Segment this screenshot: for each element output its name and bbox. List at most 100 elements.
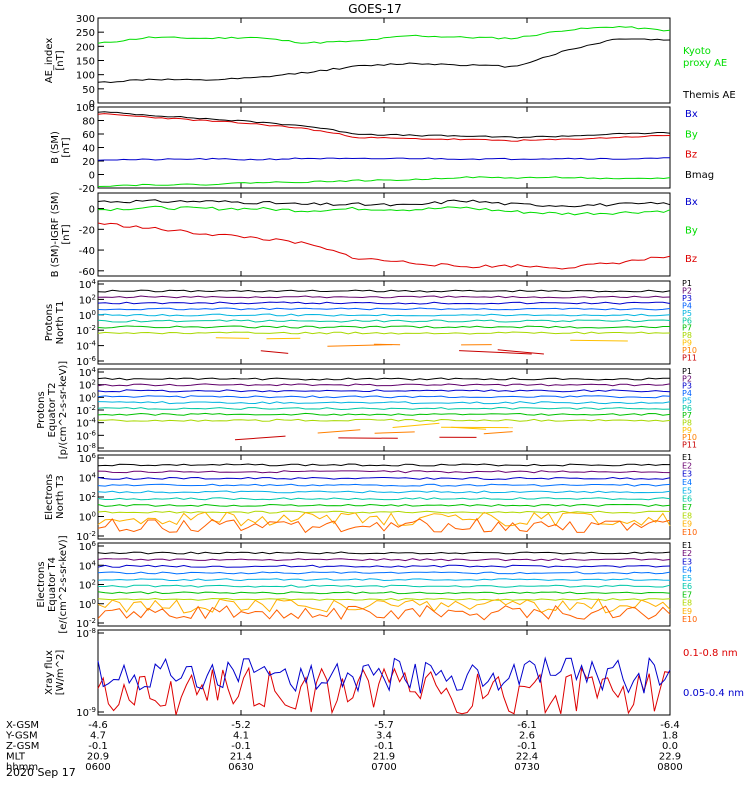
legend-entry: Themis AE (682, 90, 736, 101)
panel-ae: 0 50 100 150 200 250 300 AE_index [nT] Kyotoproxy… (44, 14, 736, 110)
legend-entry: Bz (685, 150, 697, 161)
series-line-p4 (97, 395, 671, 399)
legend-entry: proxy AE (683, 58, 727, 69)
ephemeris-value: 4.1 (233, 731, 249, 742)
series-line-e10 (97, 517, 671, 534)
series-line-e8 (97, 510, 671, 514)
legend-entry: E4 (682, 566, 692, 575)
legend-entry: P6 (682, 404, 692, 413)
series-line-e6 (98, 584, 671, 588)
y-axis-label: [nT] (61, 137, 72, 157)
panel-frame (97, 17, 671, 104)
legend-entry: P7 (682, 324, 692, 333)
legend-entry: P11 (682, 354, 697, 363)
series-line-e2 (97, 558, 671, 562)
series-line-p10 (317, 429, 361, 434)
y-tick-label: 100 (79, 391, 96, 404)
legend-entry: E1 (682, 453, 692, 462)
series-line-p11 (260, 350, 289, 354)
y-tick-label: 10-6 (76, 355, 96, 368)
plot-title: GOES-17 (348, 2, 402, 16)
panel-xray: 10-9 10-8 Xray flux [W/m^2] 0.1-0.8 nm 0.05-0… (44, 627, 744, 719)
y-tick-label: 50 (82, 85, 95, 96)
y-axis-label: Equator T2 (47, 383, 58, 438)
ephemeris-value: 0630 (228, 762, 253, 773)
legend-entry: P5 (682, 309, 692, 318)
ephemeris-value: 0730 (514, 762, 539, 773)
ephemeris-value: -6.1 (517, 720, 537, 731)
y-tick-label: 102 (79, 293, 96, 306)
y-tick-label: 0 (89, 99, 95, 110)
ephemeris-value: -5.7 (374, 720, 394, 731)
y-tick-label: 0 (89, 205, 95, 216)
series-line-by (97, 176, 671, 187)
y-axis-label: North T3 (55, 475, 66, 519)
legend-entry: Bx (685, 197, 698, 208)
legend-entry: P2 (682, 374, 692, 383)
ephemeris-value: 20.9 (87, 752, 109, 763)
ephemeris-value: -0.1 (88, 741, 108, 752)
series-line-p5 (97, 401, 671, 405)
legend-entry: E7 (682, 503, 692, 512)
series-line-p6 (97, 319, 671, 323)
y-tick-label: -20 (79, 225, 95, 236)
legend-entry: E1 (682, 541, 692, 550)
legend-entry: P5 (682, 396, 692, 405)
y-tick-label: 100 (79, 598, 96, 611)
y-tick-label: 10-2 (76, 324, 96, 337)
series-line-e10 (97, 604, 671, 621)
y-tick-label: 150 (76, 57, 95, 68)
series-line-e4 (97, 571, 671, 575)
y-axis-label: Electrons (36, 561, 47, 607)
ephemeris-value: -0.1 (374, 741, 394, 752)
series-line-by (97, 205, 671, 216)
legend-entry: P4 (682, 301, 692, 310)
legend-entry: P3 (682, 382, 692, 391)
series-line-p6 (97, 406, 671, 411)
legend-entry: Kyoto (683, 46, 711, 57)
ephemeris-label: hhmm (6, 762, 38, 773)
series-line-p11 (234, 435, 286, 441)
legend-entry: P11 (682, 441, 697, 450)
ephemeris-value: 22.9 (659, 752, 681, 763)
series-line-p11 (497, 349, 544, 355)
y-tick-label: 104 (79, 278, 97, 291)
legend-entry: E8 (682, 511, 692, 520)
series-line-e3 (97, 476, 671, 481)
legend-entry: By (685, 226, 698, 237)
series-line-e7 (97, 591, 671, 595)
legend-entry: P7 (682, 411, 692, 420)
legend-entry: P8 (682, 331, 692, 340)
legend-entry: P10 (682, 346, 697, 355)
series-line-bz (97, 113, 671, 142)
y-tick-label: 106 (79, 452, 97, 465)
series-line-e1 (97, 463, 671, 467)
y-tick-label: 300 (76, 14, 95, 25)
y-tick-label: -40 (79, 246, 95, 257)
series-line-p8 (98, 418, 671, 422)
ephemeris-value: 0700 (371, 762, 396, 773)
y-tick-label: 60 (82, 130, 95, 141)
panel-frame (97, 280, 671, 365)
y-axis-label: B (SM) (50, 131, 61, 164)
legend-entry: E3 (682, 470, 692, 479)
ephemeris-value: -0.1 (517, 741, 537, 752)
series-line-p1 (97, 377, 670, 381)
y-tick-label: 0 (89, 171, 95, 182)
series-line-p9 (215, 337, 250, 339)
legend-entry: Bz (685, 254, 697, 265)
y-axis-label: [e/(cm^2-s-sr-keV)] (58, 535, 69, 633)
ephemeris-value: -5.2 (231, 720, 251, 731)
series-line-p10 (483, 431, 513, 435)
legend-entry: P9 (682, 426, 692, 435)
legend-entry: P3 (682, 294, 692, 303)
series-line-e5 (97, 578, 671, 582)
ephemeris-value: 22.4 (516, 752, 538, 763)
series-line-p10 (327, 344, 393, 347)
legend-entry: Bx (685, 109, 698, 120)
y-axis-label: [nT] (61, 224, 72, 244)
y-tick-label: 102 (79, 491, 96, 504)
series-line-e4 (97, 483, 671, 487)
